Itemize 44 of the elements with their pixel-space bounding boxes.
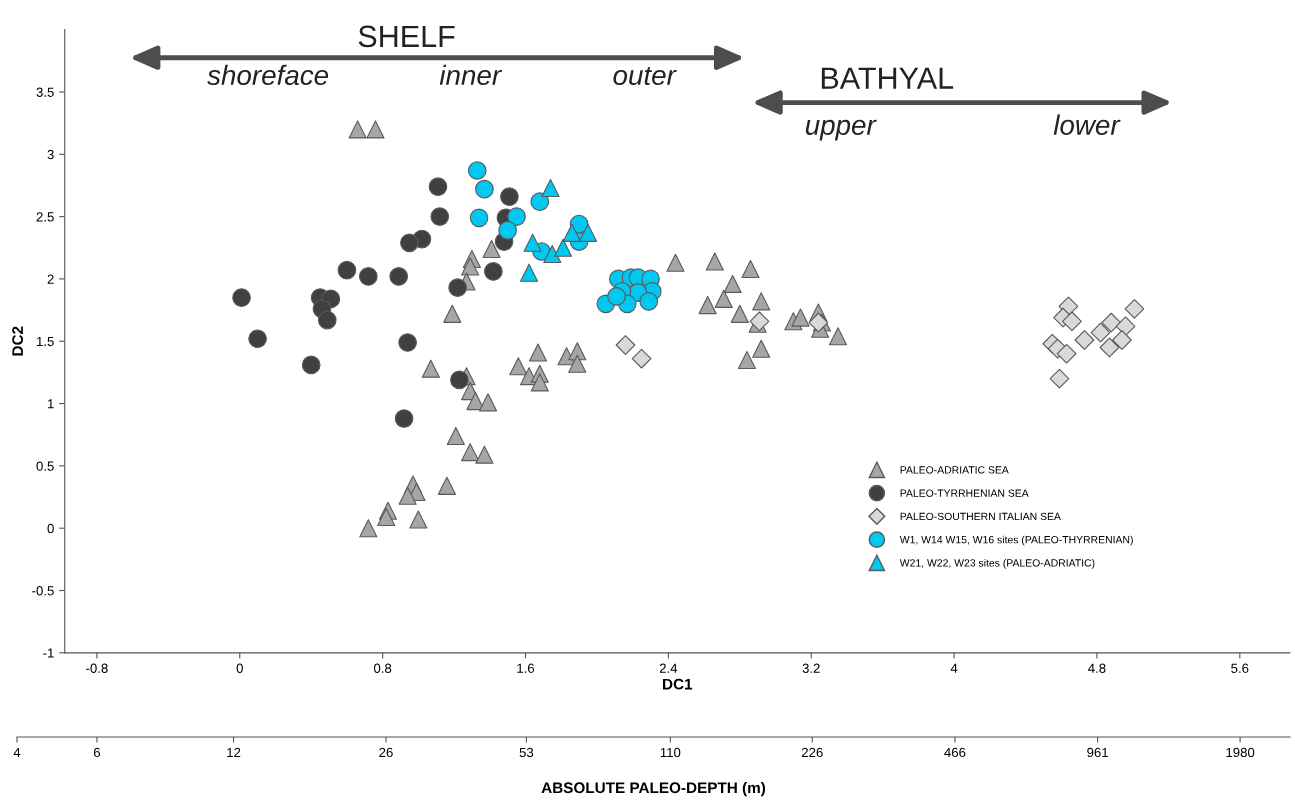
x2-tick-label: 961 xyxy=(1087,747,1108,758)
y-tick-label: -1 xyxy=(43,648,54,658)
y-tick-label: 3.5 xyxy=(36,87,54,97)
legend-label: PALEO-SOUTHERN ITALIAN SEA xyxy=(900,512,1061,521)
y-tick-label: 2.5 xyxy=(36,212,54,222)
legend-label: W21, W22, W23 sites (PALEO-ADRIATIC) xyxy=(899,558,1095,569)
x2-tick-label: 4 xyxy=(13,747,21,757)
annotation: inner xyxy=(439,64,503,86)
x2-tick-label: 53 xyxy=(519,747,534,758)
x2-tick-label: 6 xyxy=(93,747,101,758)
y-tick-label: 3 xyxy=(47,149,54,160)
x-tick-label: 3.2 xyxy=(802,663,820,673)
annotation: lower xyxy=(1053,114,1121,135)
y-tick-label: 0.5 xyxy=(36,461,54,471)
annotation: SHELF xyxy=(358,25,455,48)
x2-tick-label: 110 xyxy=(660,747,681,758)
x2-tick-label: 12 xyxy=(227,747,241,757)
annotation: outer xyxy=(613,66,677,86)
y-tick-label: -0.5 xyxy=(32,586,54,596)
annotation: upper xyxy=(805,119,877,141)
x2-tick-label: 1980 xyxy=(1226,747,1255,758)
x-tick-label: 0 xyxy=(236,663,243,673)
x2-axis-title: ABSOLUTE PALEO-DEPTH (m) xyxy=(541,781,766,797)
x-tick-label: 4.8 xyxy=(1088,663,1106,673)
x-tick-label: 2.4 xyxy=(659,663,678,673)
x2-tick-label: 226 xyxy=(801,747,823,758)
y-tick-label: 1 xyxy=(48,399,54,409)
x-tick-label: 1.6 xyxy=(517,663,535,673)
y-axis-title: DC2 xyxy=(12,326,24,356)
legend-label: PALEO-TYRRHENIAN SEA xyxy=(900,489,1029,497)
x-tick-label: 4 xyxy=(950,663,958,673)
y-tick-label: 2 xyxy=(47,274,54,284)
y-tick-label: 1.5 xyxy=(37,336,54,347)
x-tick-label: -0.8 xyxy=(86,663,108,673)
x-axis-title: DC1 xyxy=(663,678,693,690)
legend-label: W1, W14 W15, W16 sites (PALEO-THYRRENIAN) xyxy=(899,535,1133,546)
x2-tick-label: 26 xyxy=(379,747,393,758)
x2-tick-label: 466 xyxy=(944,747,966,758)
annotation: BATHYAL xyxy=(821,67,954,89)
x-tick-label: 0.8 xyxy=(373,663,392,673)
annotation: shoreface xyxy=(207,64,329,86)
y-tick-label: 0 xyxy=(47,523,54,534)
legend-label: PALEO-ADRIATIC SEA xyxy=(900,466,1009,474)
x-tick-label: 5.6 xyxy=(1231,663,1249,673)
